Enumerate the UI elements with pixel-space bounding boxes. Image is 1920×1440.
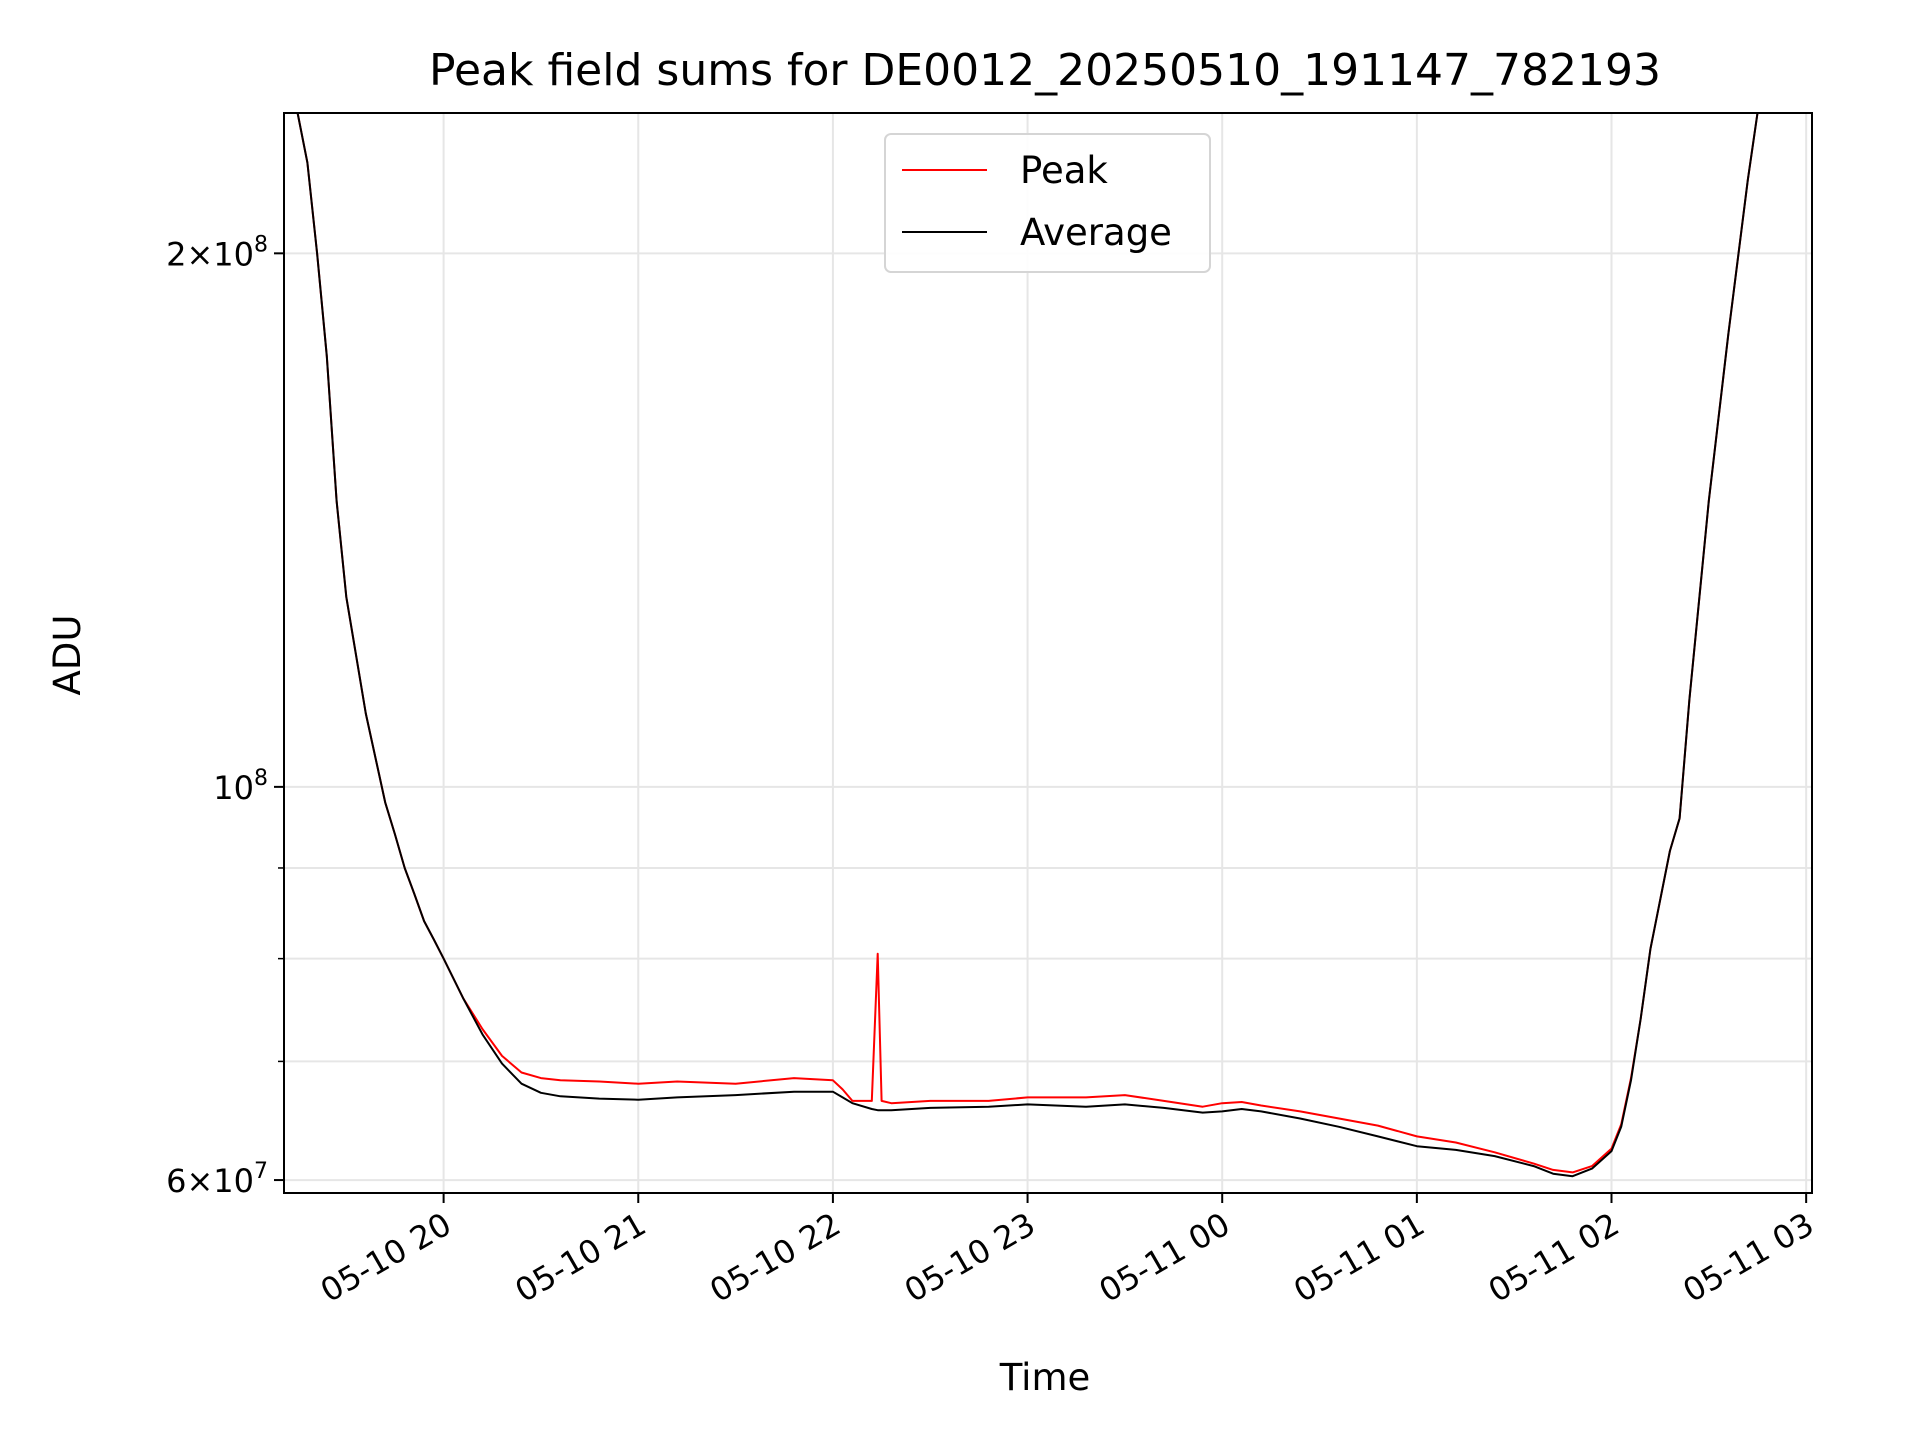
plot-frame bbox=[283, 112, 1813, 1194]
grid bbox=[284, 113, 1812, 1193]
y-tick-label: 6×107 bbox=[166, 1159, 268, 1200]
legend-peak-label: Peak bbox=[1020, 149, 1108, 192]
legend-average-label: Average bbox=[1020, 211, 1172, 254]
series-group bbox=[284, 113, 1759, 1178]
chart-title: Peak field sums for DE0012_20250510_1911… bbox=[429, 45, 1661, 96]
legend: Peak Average bbox=[884, 133, 1211, 273]
legend-box bbox=[884, 133, 1211, 273]
y-axis-label: ADU bbox=[46, 615, 89, 696]
y-axis: 2×108 108 6×107 bbox=[166, 232, 284, 1200]
x-axis-label: Time bbox=[999, 1356, 1091, 1399]
y-tick-label: 108 bbox=[213, 766, 268, 807]
y-tick-label: 2×108 bbox=[166, 232, 268, 273]
series-line-average bbox=[284, 113, 1759, 1178]
